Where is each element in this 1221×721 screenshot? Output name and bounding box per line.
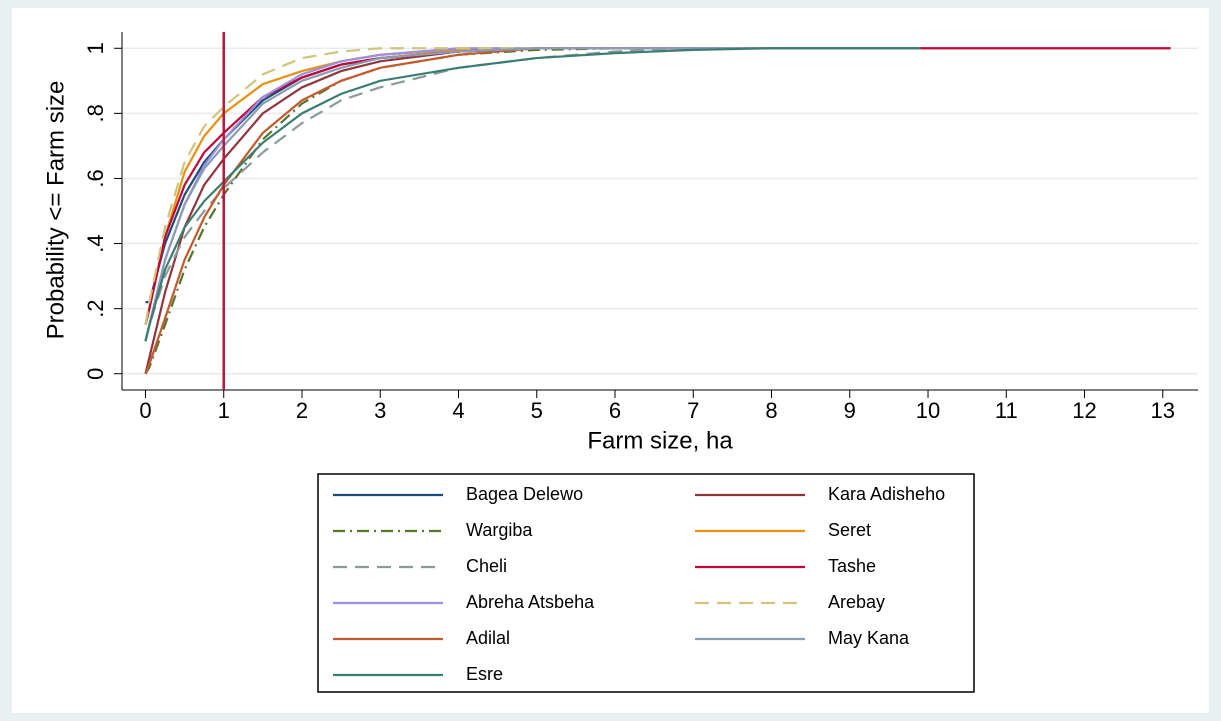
x-tick-label: 1 xyxy=(218,398,230,423)
x-tick-label: 2 xyxy=(296,398,308,423)
series-line xyxy=(144,47,921,342)
x-tick-label: 4 xyxy=(452,398,464,423)
legend-label: Cheli xyxy=(466,556,507,576)
y-axis-label: Probability <= Farm size xyxy=(42,81,69,340)
x-tick-label: 12 xyxy=(1072,398,1096,423)
x-tick-label: 6 xyxy=(609,398,621,423)
x-tick-label: 11 xyxy=(995,398,1018,423)
legend-label: Wargiba xyxy=(466,520,533,540)
legend-label: Arebay xyxy=(828,592,885,612)
legend-label: May Kana xyxy=(828,628,910,648)
x-tick-label: 9 xyxy=(844,398,856,423)
legend-box xyxy=(317,473,975,693)
series-line xyxy=(144,47,921,342)
y-tick-label: .8 xyxy=(83,104,108,122)
y-tick-label: 1 xyxy=(83,42,108,54)
series-line xyxy=(144,47,921,342)
y-tick-label: .2 xyxy=(83,299,108,317)
legend-label: Seret xyxy=(828,520,871,540)
x-tick-label: 8 xyxy=(765,398,777,423)
legend-label: Kara Adisheho xyxy=(828,484,945,504)
legend-label: Bagea Delewo xyxy=(466,484,583,504)
x-tick-label: 7 xyxy=(687,398,699,423)
legend-label: Tashe xyxy=(828,556,876,576)
x-tick-label: 0 xyxy=(139,398,151,423)
x-tick-label: 13 xyxy=(1151,398,1175,423)
y-tick-label: .4 xyxy=(83,234,108,252)
legend-label: Abreha Atsbeha xyxy=(466,592,595,612)
x-tick-label: 10 xyxy=(916,398,940,423)
legend-label: Esre xyxy=(466,664,503,684)
y-tick-label: 0 xyxy=(83,368,108,380)
legend-label: Adilal xyxy=(466,628,510,648)
x-axis-label: Farm size, ha xyxy=(587,427,733,454)
y-tick-label: .6 xyxy=(83,169,108,187)
x-tick-label: 3 xyxy=(374,398,386,423)
x-tick-label: 5 xyxy=(531,398,543,423)
